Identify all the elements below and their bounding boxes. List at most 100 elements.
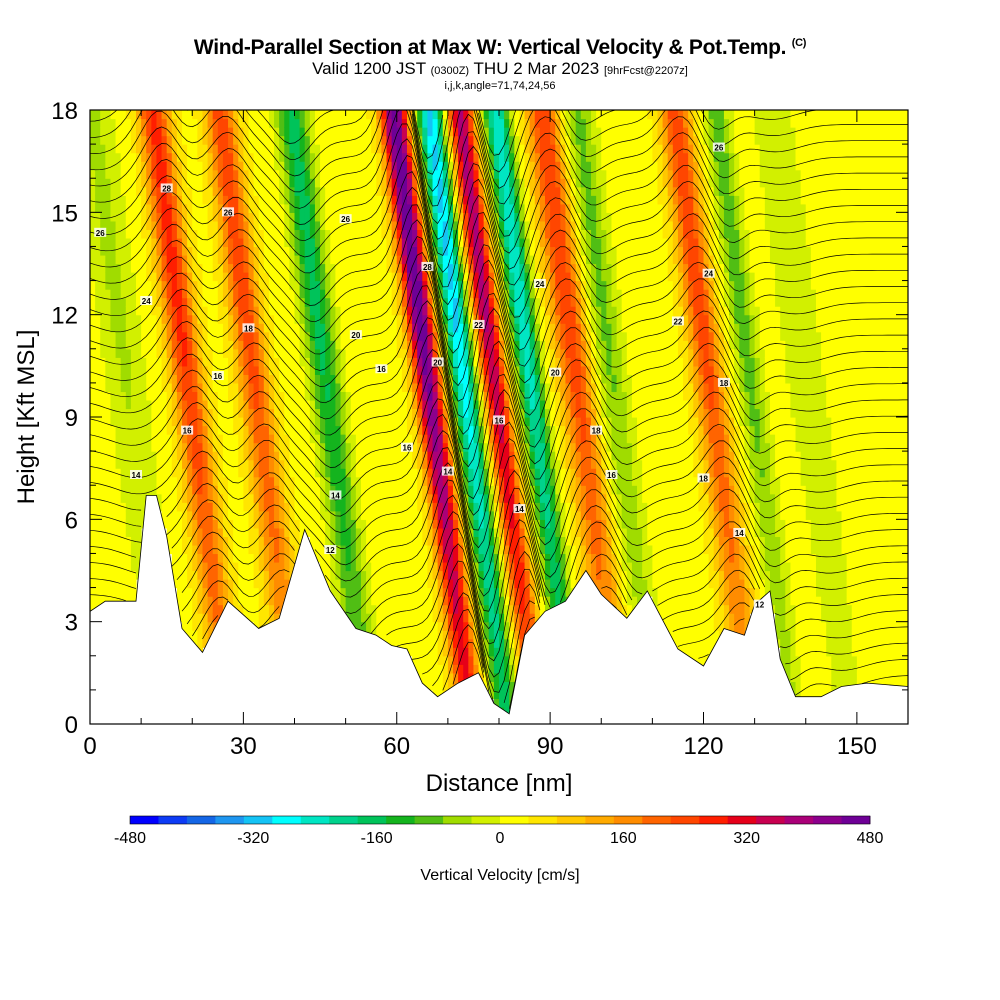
velocity-cell [95,485,101,495]
velocity-cell [432,570,439,580]
velocity-cell [182,152,188,162]
velocity-cell [314,152,321,162]
velocity-cell [253,485,260,495]
velocity-cell [483,289,490,299]
velocity-cell [90,476,96,486]
velocity-cell [299,263,306,273]
velocity-cell [452,220,459,230]
velocity-cell [504,237,510,248]
velocity-cell [386,323,393,333]
velocity-cell [422,553,429,563]
velocity-cell [350,493,357,503]
velocity-cell [222,263,229,273]
velocity-cell [115,203,122,213]
velocity-cell [130,331,137,341]
velocity-cell [366,220,372,230]
velocity-cell [289,493,296,503]
velocity-cell [350,502,357,512]
velocity-cell [263,152,270,162]
velocity-cell [136,161,142,171]
velocity-cell [279,527,285,537]
velocity-cell [371,519,377,529]
velocity-cell [350,135,357,145]
velocity-cell [212,451,219,461]
velocity-cell [141,289,147,299]
velocity-cell [391,348,398,358]
velocity-cell [263,135,270,145]
velocity-cell [320,314,326,324]
velocity-cell [386,382,393,393]
velocity-cell [187,127,193,137]
velocity-cell [248,485,255,495]
velocity-cell [279,357,285,367]
velocity-cell [493,314,500,324]
velocity-cell [110,425,117,435]
velocity-cell [151,365,158,375]
velocity-cell [217,144,224,154]
velocity-cell [136,323,142,333]
velocity-cell [381,374,388,384]
velocity-cell [253,331,260,341]
velocity-cell [217,382,224,393]
velocity-cell [268,169,275,179]
velocity-cell [355,272,362,282]
velocity-cell [488,161,495,171]
velocity-cell [417,229,423,239]
velocity-cell [437,425,444,435]
velocity-cell [268,544,275,555]
velocity-cell [345,135,352,145]
velocity-cell [299,186,306,196]
velocity-cell [340,510,347,520]
velocity-cell [284,178,290,188]
velocity-cell [299,178,306,188]
velocity-cell [488,254,495,265]
velocity-cell [156,408,163,418]
velocity-cell [228,536,234,546]
velocity-cell [166,161,173,171]
velocity-cell [222,331,229,341]
velocity-cell [120,203,127,213]
velocity-cell [350,118,357,128]
velocity-cell [90,186,96,196]
velocity-cell [396,246,403,256]
velocity-cell [493,323,500,333]
velocity-cell [350,485,357,495]
velocity-cell [386,348,393,358]
velocity-cell [136,476,142,486]
velocity-cell [442,476,449,486]
velocity-cell [401,425,408,435]
velocity-cell [243,280,250,290]
velocity-cell [217,118,224,128]
velocity-cell [391,212,398,222]
velocity-cell [222,365,229,375]
velocity-cell [478,161,485,171]
velocity-cell [187,468,193,478]
velocity-cell [248,229,255,239]
velocity-cell [447,459,454,469]
velocity-cell [176,527,183,537]
velocity-cell [156,417,163,427]
velocity-cell [299,118,306,128]
velocity-cell [294,451,301,461]
velocity-cell [166,289,173,299]
velocity-cell [90,374,96,384]
velocity-cell [228,118,234,128]
velocity-cell [452,587,459,597]
velocity-cell [238,118,244,128]
velocity-cell [314,118,321,128]
velocity-cell [115,502,122,512]
velocity-cell [95,493,101,503]
velocity-cell [136,553,142,563]
velocity-cell [100,280,106,290]
velocity-cell [468,152,475,162]
velocity-cell [233,382,239,393]
velocity-cell [417,357,423,367]
velocity-cell [238,442,244,452]
velocity-cell [187,570,193,580]
velocity-cell [325,152,331,162]
velocity-cell [141,485,147,495]
velocity-cell [340,152,347,162]
velocity-cell [258,340,265,350]
velocity-cell [396,510,403,520]
velocity-cell [100,382,106,393]
